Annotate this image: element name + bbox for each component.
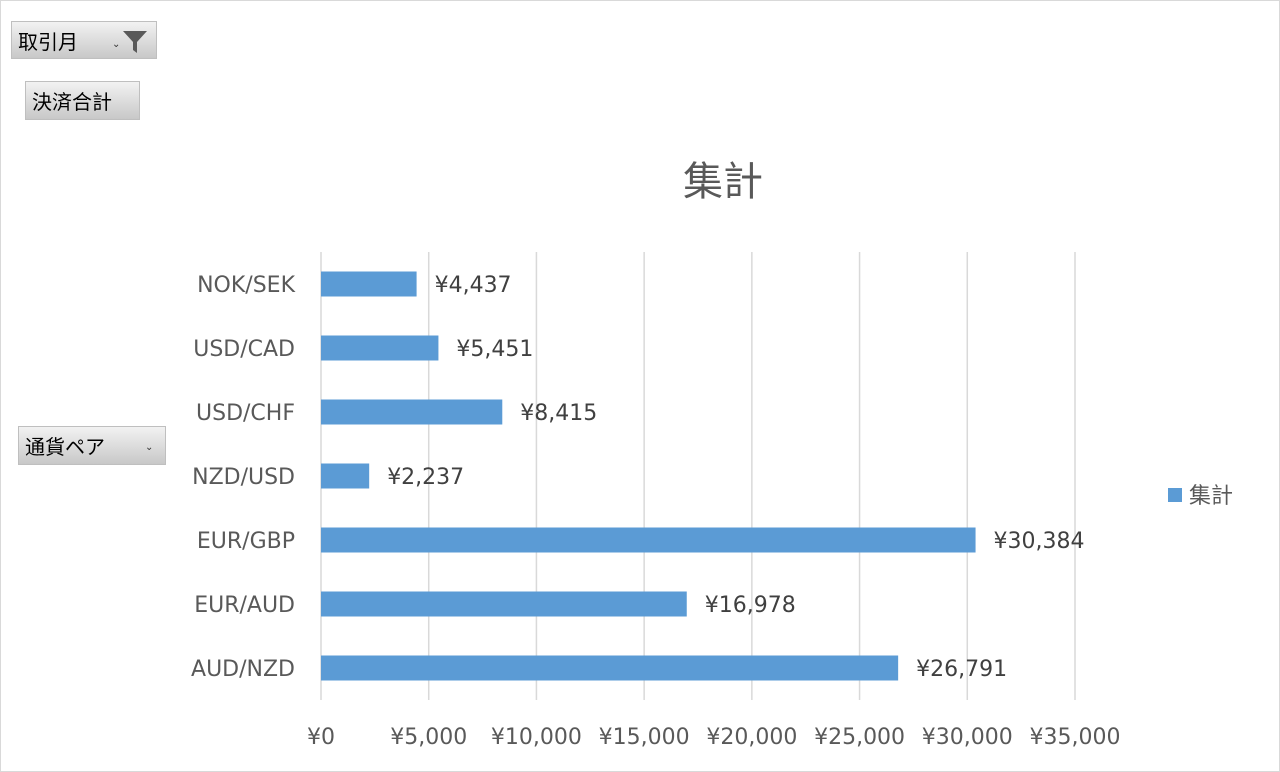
x-tick-label: ¥25,000 [814,725,905,750]
x-tick-label: ¥30,000 [922,725,1013,750]
bar [321,591,687,617]
data-label: ¥8,415 [520,401,597,426]
bar [321,335,439,361]
data-label: ¥4,437 [435,273,512,298]
category-labels: AUD/NZD EUR/AUD EUR/GBP NZD/USD USD/CHF USD/C… [191,273,296,682]
category-label: USD/CAD [193,337,295,362]
x-tick-label: ¥0 [307,725,335,750]
category-label: AUD/NZD [191,657,295,682]
bar [321,655,899,681]
month-filter-button[interactable]: 取引月 ⌄ [11,21,157,59]
x-tick-label: ¥20,000 [706,725,797,750]
legend-swatch [1168,488,1182,502]
category-label: NZD/USD [192,465,295,490]
chart-title: 集計 [683,159,763,205]
dropdown-arrow-icon: ⌄ [112,39,121,50]
x-tick-label: ¥10,000 [491,725,582,750]
x-tick-label: ¥15,000 [599,725,690,750]
legend: 集計 [1168,484,1233,509]
data-labels: ¥26,791 ¥16,978 ¥30,384 ¥2,237 ¥8,415 ¥5,451 ¥… [387,273,1084,682]
category-label: EUR/GBP [197,529,295,554]
x-tick-label: ¥35,000 [1030,725,1121,750]
value-field-button[interactable]: 決済合計 [25,81,140,120]
category-label: USD/CHF [196,401,295,426]
data-label: ¥16,978 [705,593,796,618]
bar [321,463,370,489]
month-filter-label: 取引月 [18,29,78,54]
bar [321,527,976,553]
dropdown-arrow-icon: ⌄ [145,442,154,453]
pair-field-button[interactable]: 通貨ペア ⌄ [18,426,166,465]
category-label: NOK/SEK [197,273,295,298]
data-label: ¥5,451 [456,337,533,362]
x-tick-label: ¥5,000 [390,725,467,750]
x-axis-ticks: ¥0 ¥5,000 ¥10,000 ¥15,000 ¥20,000 ¥25,000 ¥30,… [307,725,1120,750]
data-label: ¥30,384 [994,529,1085,554]
category-label: EUR/AUD [194,593,295,618]
pair-field-label: 通貨ペア [25,435,105,459]
data-label: ¥2,237 [387,465,464,490]
filter-funnel-icon [123,31,147,53]
bar [321,399,503,425]
bars [321,271,976,681]
data-label: ¥26,791 [916,657,1007,682]
bar [321,271,417,297]
value-field-label: 決済合計 [32,90,112,114]
legend-label: 集計 [1189,484,1233,509]
